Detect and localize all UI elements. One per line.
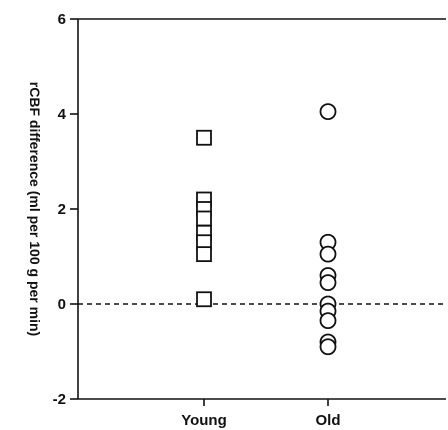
y-tick-label: -2 (53, 391, 66, 408)
data-point-circle (319, 103, 337, 121)
data-point-circle (319, 274, 337, 292)
y-tick-label: 4 (58, 106, 67, 123)
data-point-square (196, 210, 212, 227)
y-axis: -2 0 2 4 6 (53, 11, 78, 408)
x-tick-label: Old (316, 412, 341, 429)
y-tick-label: 2 (58, 201, 66, 218)
plot-frame (77, 18, 446, 400)
y-axis-title: rCBF difference (ml per 100 g per min) (27, 82, 43, 336)
data-point-square (196, 246, 212, 263)
x-tick-label: Young (181, 412, 227, 429)
data-point-square (196, 291, 212, 308)
data-points (196, 103, 337, 356)
data-point-square (196, 129, 212, 146)
y-tick-label: 0 (58, 296, 66, 313)
data-point-circle (319, 338, 337, 356)
y-tick-label: 6 (58, 11, 66, 28)
x-axis: Young Old (181, 399, 341, 429)
data-point-circle (319, 312, 337, 330)
data-point-circle (319, 245, 337, 263)
